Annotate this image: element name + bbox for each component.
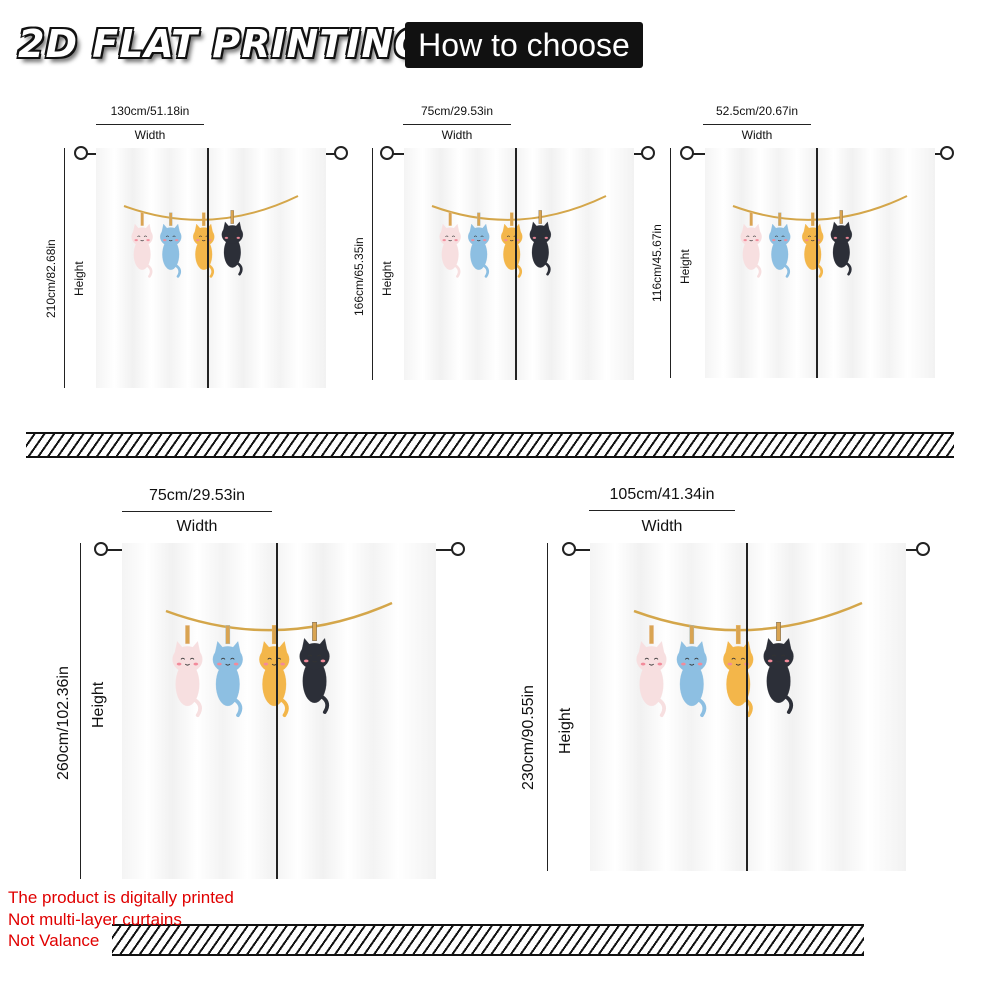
- panel-2-ring-left: [380, 146, 394, 160]
- how-to-choose-label: How to choose: [405, 22, 643, 68]
- panel-4-fabric: [122, 543, 436, 879]
- panel-2-cat-print: [431, 148, 607, 380]
- panel-2-height-line: [372, 148, 373, 380]
- panel-1-width-line: [96, 124, 204, 125]
- panel-2-fabric: [404, 148, 634, 380]
- panel-1-height-value: 210cm/82.68in: [44, 239, 58, 318]
- panel-1-ring-right: [334, 146, 348, 160]
- panel-4-width-label: Width: [176, 518, 218, 535]
- panel-1-height-label: Height: [72, 261, 86, 296]
- panel-3-ring-right: [940, 146, 954, 160]
- panel-2-width-line: [403, 124, 511, 125]
- panel-5-width-value: 105cm/41.34in: [609, 486, 715, 503]
- panel-4-width-line: [122, 511, 272, 512]
- panel-5-fabric: [590, 543, 906, 871]
- panel-3-fabric: [705, 148, 935, 378]
- panel-2-ring-right: [641, 146, 655, 160]
- panel-1-fabric: [96, 148, 326, 388]
- panel-4-ring-right: [451, 542, 465, 556]
- panel-1-width-label: Width: [134, 128, 166, 142]
- panel-2-width-label: Width: [441, 128, 473, 142]
- panel-5-width-line: [589, 510, 735, 511]
- panel-5-height-value: 230cm/90.55in: [520, 685, 537, 790]
- panel-3-width-label: Width: [741, 128, 773, 142]
- panel-3-height-line: [670, 148, 671, 378]
- panel-1-ring-left: [74, 146, 88, 160]
- panel-4-ring-left: [94, 542, 108, 556]
- panel-1-height-line: [64, 148, 65, 388]
- title-badge: 2D FLAT PRINTING: [18, 22, 427, 66]
- panel-5-width-label: Width: [641, 518, 683, 535]
- note-digital-print: The product is digitally printed: [8, 888, 234, 907]
- panel-3-height-label: Height: [678, 249, 692, 284]
- panel-3-cat-print: [732, 148, 908, 378]
- note-not-multilayer: Not multi-layer curtains: [8, 910, 182, 929]
- panel-2-width-value: 75cm/29.53in: [420, 104, 494, 118]
- panel-1-width-value: 130cm/51.18in: [110, 104, 190, 118]
- panel-1-cat-print: [123, 148, 299, 388]
- panel-4-height-value: 260cm/102.36in: [55, 666, 72, 780]
- panel-5-cat-print: [633, 543, 863, 871]
- hatched-divider-bottom: [112, 924, 864, 956]
- panel-4-height-label: Height: [90, 681, 107, 728]
- panel-5-height-label: Height: [557, 707, 574, 754]
- panel-3-height-value: 116cm/45.67in: [650, 224, 664, 302]
- panel-3-width-value: 52.5cm/20.67in: [715, 104, 799, 118]
- panel-4-width-value: 75cm/29.53in: [148, 487, 246, 504]
- note-not-valance: Not Valance: [8, 931, 100, 950]
- panel-4-height-line: [80, 543, 81, 879]
- hatched-divider-top: [26, 432, 954, 458]
- panel-4-cat-print: [165, 543, 393, 879]
- panel-5-ring-left: [562, 542, 576, 556]
- panel-2-height-value: 166cm/65.35in: [352, 237, 366, 316]
- panel-5-ring-right: [916, 542, 930, 556]
- panel-5-height-line: [547, 543, 548, 871]
- panel-3-width-line: [703, 124, 811, 125]
- panel-2-height-label: Height: [380, 261, 394, 296]
- panel-3-ring-left: [680, 146, 694, 160]
